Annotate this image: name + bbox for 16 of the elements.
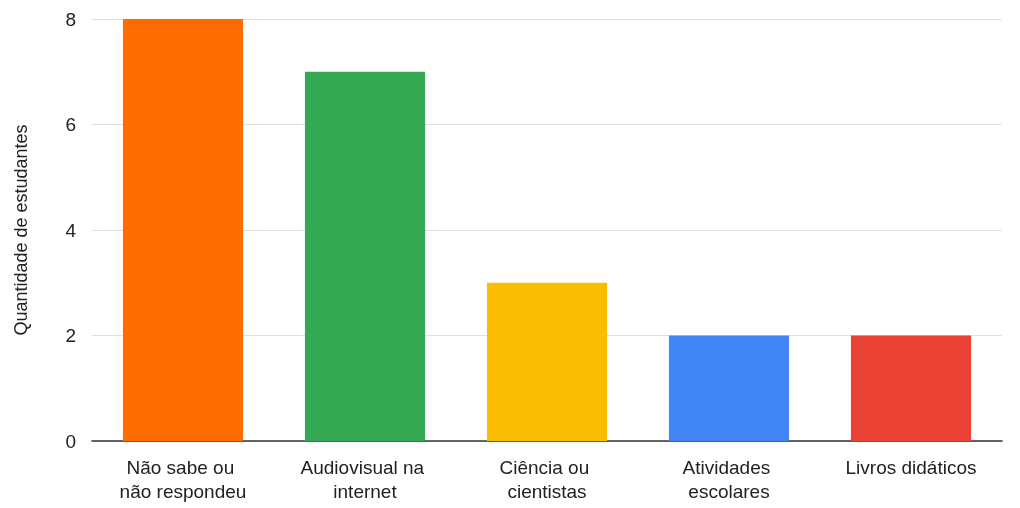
y-tick-label: 4 <box>65 219 77 241</box>
bar <box>850 335 972 441</box>
bar <box>122 19 244 441</box>
y-tick-label: 2 <box>65 325 76 346</box>
bar <box>668 335 790 441</box>
x-tick-label: Ciência ou cientistas <box>499 456 595 502</box>
y-tick-label: 6 <box>65 114 76 135</box>
y-tick-label: 8 <box>65 8 76 30</box>
y-tick-label: 0 <box>65 430 76 452</box>
x-tick-label: Atividades escolares <box>682 456 776 502</box>
bar <box>304 71 426 441</box>
x-tick-label: Não sabe ou não respondeu <box>119 456 247 502</box>
bar <box>486 282 608 441</box>
x-tick-label: Audiovisual na internet <box>300 456 430 502</box>
y-axis-title: Quantidade de estudantes <box>11 124 31 336</box>
x-tick-label: Livros didáticos <box>845 456 977 478</box>
